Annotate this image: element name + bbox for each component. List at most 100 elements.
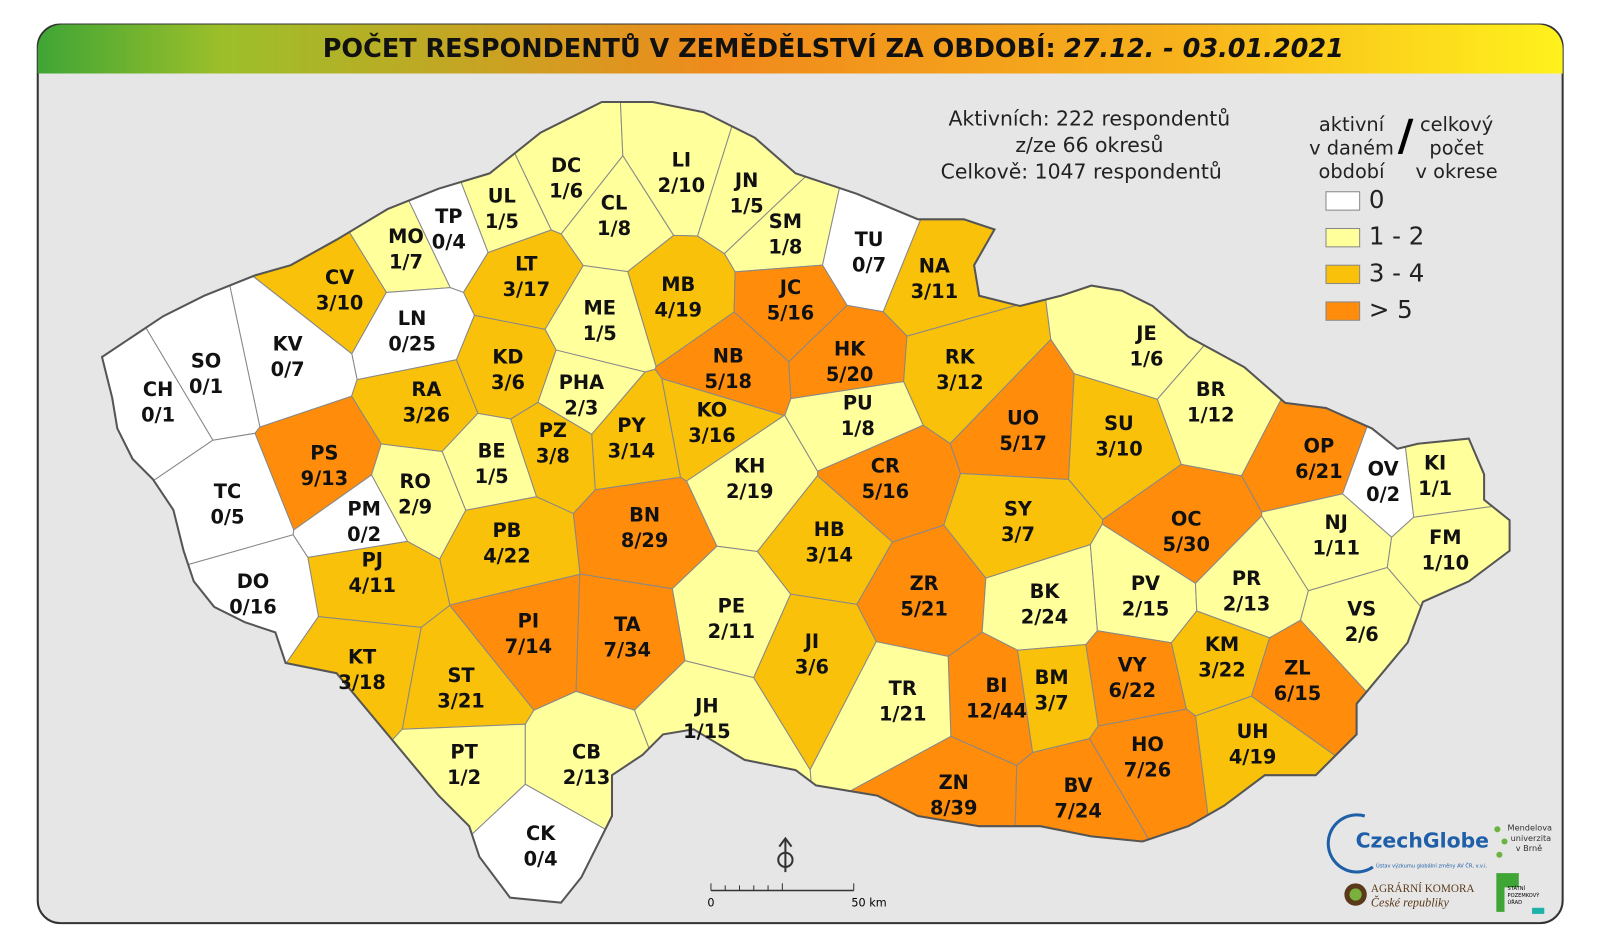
district-value: 5/17 [999, 432, 1046, 455]
district-value: 0/2 [1366, 483, 1400, 506]
district-code: LN [398, 307, 427, 330]
district-code: MB [661, 273, 695, 296]
district-code: SY [1004, 497, 1033, 520]
district-code: UL [488, 184, 516, 207]
district-value: 1/5 [730, 195, 764, 218]
district-code: JN [733, 169, 758, 192]
district-value: 3/10 [316, 291, 363, 314]
district-value: 7/24 [1054, 799, 1101, 822]
header-bar [37, 24, 1563, 74]
district-value: 2/15 [1122, 597, 1169, 620]
district-value: 0/4 [524, 847, 558, 870]
czechglobe-sub: Ústav výzkumu globální změny AV ČR, v.v.… [1376, 862, 1488, 869]
czechglobe-logo: CzechGlobe [1356, 828, 1489, 852]
district-code: ZN [939, 771, 969, 794]
mendelu-logo: Mendelova [1508, 823, 1553, 833]
legend-header: období [1319, 160, 1386, 183]
district-value: 3/14 [608, 439, 655, 462]
district-code: VS [1347, 597, 1376, 620]
district-value: 3/10 [1095, 437, 1142, 460]
district-value: 1/8 [841, 417, 875, 440]
district-value: 7/14 [505, 635, 552, 658]
district-code: SU [1104, 412, 1134, 435]
district-code: BR [1196, 378, 1226, 401]
district-code: CH [143, 378, 173, 401]
district-code: RO [399, 470, 430, 493]
district-code: VY [1118, 654, 1148, 677]
legend-swatch [1325, 191, 1361, 211]
district-code: PB [492, 519, 521, 542]
district-value: 1/2 [447, 766, 481, 789]
legend-label: 1 - 2 [1369, 222, 1425, 251]
legend: 0 1 - 2 3 - 4 > 5 [1325, 185, 1425, 324]
district-code: PHA [559, 371, 604, 394]
district-value: 2/11 [708, 620, 755, 643]
district-code: KO [697, 399, 728, 422]
district-value: 1/11 [1312, 536, 1359, 559]
district-code: PS [310, 441, 338, 464]
district-code: BN [629, 504, 660, 527]
legend-separator: / [1398, 111, 1414, 161]
district-value: 0/16 [229, 595, 276, 618]
district-code: BK [1030, 580, 1061, 603]
district-value: 3/8 [536, 444, 570, 467]
district-code: CR [871, 455, 900, 478]
district-value: 1/1 [1418, 477, 1452, 500]
district-value: 5/18 [705, 370, 752, 393]
period: 27.12. - 03.01.2021 [1064, 34, 1344, 64]
scale-start: 0 [707, 897, 714, 910]
district-value: 3/18 [338, 671, 385, 694]
district-code: RA [411, 378, 441, 401]
district-value: 0/1 [189, 375, 223, 398]
district-value: 3/6 [491, 371, 525, 394]
district-value: 3/17 [503, 278, 550, 301]
district-value: 3/7 [1001, 523, 1035, 546]
district-code: NA [919, 255, 950, 278]
legend-label: > 5 [1369, 295, 1413, 324]
district-code: CV [325, 266, 354, 289]
legend-label: 0 [1369, 185, 1385, 214]
district-code: LT [515, 253, 538, 276]
district-code: PT [450, 740, 478, 763]
district-value: 4/19 [1229, 745, 1276, 768]
district-value: 4/11 [349, 574, 396, 597]
district-value: 0/1 [141, 404, 175, 427]
legend-header: v daném [1309, 136, 1394, 159]
country-border [100, 100, 1511, 904]
district-value: 2/10 [658, 174, 705, 197]
district-value: 1/8 [768, 235, 802, 258]
agrarni-logo: AGRÁRNÍ KOMORA [1371, 883, 1476, 895]
district-code: PV [1131, 572, 1160, 595]
district-code: OP [1304, 434, 1335, 457]
district-value: 4/22 [483, 544, 530, 567]
district-value: 1/6 [1129, 348, 1163, 371]
district-code: PM [347, 497, 380, 520]
district-code: RK [945, 346, 976, 369]
district-code: ME [584, 297, 617, 320]
district-code: JE [1134, 322, 1156, 345]
district-code: MO [388, 225, 424, 248]
district-code: PY [617, 414, 646, 437]
district-code: BE [478, 439, 506, 462]
district-value: 1/5 [475, 465, 509, 488]
map-frame: POČET RESPONDENTŮ V ZEMĚDĚLSTVÍ ZA OBDOB… [36, 23, 1564, 925]
district-value: 0/4 [432, 230, 466, 253]
district-value: 2/6 [1345, 623, 1379, 646]
mendelu-logo: v Brně [1516, 843, 1542, 853]
legend-swatch [1325, 227, 1361, 248]
district-code: JI [803, 630, 819, 653]
district-code: PU [843, 391, 873, 414]
district-code: PZ [539, 419, 567, 442]
district-code: OV [1368, 458, 1399, 481]
district-value: 3/12 [936, 371, 983, 394]
district-code: HB [814, 518, 845, 541]
district-value: 3/11 [911, 280, 958, 303]
district-value: 0/25 [388, 332, 435, 355]
district-value: 2/9 [398, 495, 432, 518]
district-value: 1/12 [1187, 404, 1234, 427]
summary-line: z/ze 66 okresů [1015, 133, 1163, 157]
district-value: 9/13 [301, 467, 348, 490]
district-code: PI [518, 610, 539, 633]
district-code: KH [734, 455, 765, 478]
